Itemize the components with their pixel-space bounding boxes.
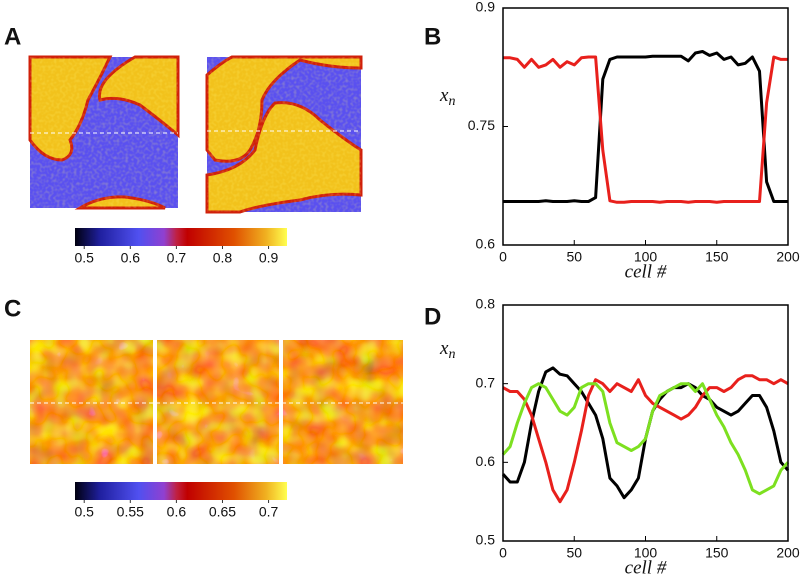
heatmap-a-left — [28, 55, 180, 210]
x-tick-label: 150 — [705, 545, 729, 561]
x-tick-label: 200 — [776, 249, 800, 265]
panel-label: A — [4, 23, 21, 50]
y-tick-label: 0.6 — [476, 236, 496, 252]
colorbar-tick-label: 0.9 — [259, 250, 279, 266]
heatmap-c — [30, 340, 403, 464]
y-tick-label: 0.7 — [476, 374, 496, 390]
x-tick-label: 50 — [566, 545, 582, 561]
colorbar-tick-label: 0.65 — [209, 504, 236, 520]
colorbar-tick-label: 0.5 — [74, 504, 94, 520]
x-tick-label: 0 — [499, 249, 507, 265]
x-tick-label: 50 — [566, 249, 582, 265]
x-tick-label: 200 — [776, 545, 800, 561]
heatmap-a-right — [205, 55, 363, 214]
data-line — [502, 374, 789, 504]
x-tick-label: 100 — [634, 545, 658, 561]
x-tick-label: 150 — [705, 249, 729, 265]
y-axis-label-sub: n — [448, 94, 455, 109]
colorbar-tick-label: 0.6 — [121, 250, 141, 266]
colorbar-tick-label: 0.8 — [213, 250, 233, 266]
colorbar-tick-label: 0.7 — [259, 504, 279, 520]
colorbar-tick-label: 0.6 — [167, 504, 187, 520]
y-tick-label: 0.75 — [468, 117, 495, 133]
x-tick-label: 100 — [634, 249, 658, 265]
panel-label: C — [4, 295, 21, 322]
x-axis-label: cell # — [625, 557, 667, 578]
plot-frame — [502, 304, 789, 542]
y-tick-label: 0.9 — [476, 0, 496, 15]
y-axis-label: xn — [439, 338, 455, 362]
y-tick-label: 0.8 — [476, 296, 496, 312]
colorbar-tick-label: 0.7 — [167, 250, 187, 266]
data-line — [503, 50, 788, 203]
x-axis-label: cell # — [625, 261, 667, 282]
data-line — [501, 382, 790, 496]
y-axis-label-base: x — [439, 338, 449, 359]
x-tick-label: 0 — [499, 545, 507, 561]
colorbar-tick-label: 0.55 — [117, 504, 144, 520]
colorbar — [75, 482, 287, 500]
y-axis-label-sub: n — [448, 347, 455, 362]
colorbar-tick-label: 0.5 — [74, 250, 94, 266]
y-tick-label: 0.5 — [476, 532, 496, 548]
data-line — [503, 55, 788, 204]
panel-label: B — [424, 23, 441, 50]
y-tick-label: 0.6 — [476, 453, 496, 469]
y-axis-label: xn — [439, 85, 455, 109]
panel-label: D — [424, 303, 441, 330]
plot-frame — [502, 7, 789, 246]
y-axis-label-base: x — [439, 85, 449, 106]
colorbar — [75, 228, 287, 246]
